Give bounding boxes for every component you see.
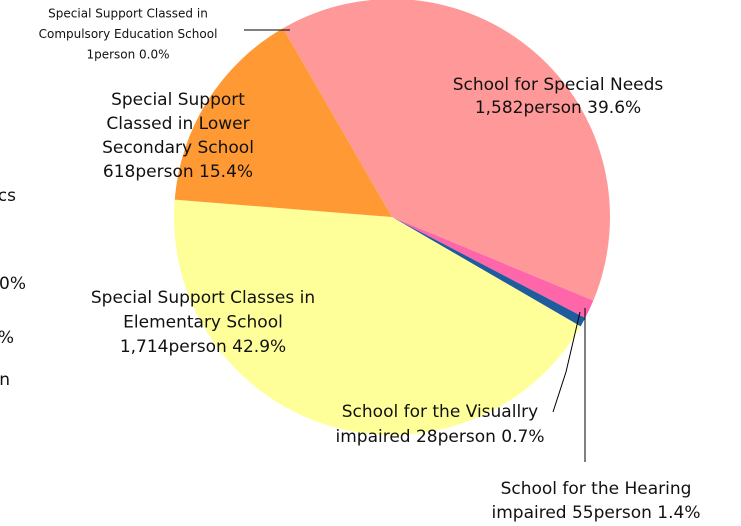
slice-label: Classed in Lower bbox=[106, 114, 249, 134]
pie-slice bbox=[283, 28, 392, 217]
pie-slice bbox=[392, 217, 594, 318]
slice-label: School for Special Needs bbox=[453, 75, 664, 95]
slice-label: School for the Hearing bbox=[501, 479, 692, 499]
slice-label: impaired 55person 1.4% bbox=[492, 503, 701, 523]
slice-label: Special Support bbox=[111, 90, 245, 110]
pie-slice bbox=[392, 217, 586, 327]
slice-label: Elementary School bbox=[123, 313, 283, 333]
leader-line bbox=[552, 311, 581, 413]
slice-label: Special Support Classes in bbox=[91, 288, 315, 308]
pie-slice bbox=[174, 28, 392, 217]
slice-label: 618person 15.4% bbox=[103, 162, 253, 182]
clipped-text: cs bbox=[0, 186, 16, 206]
clipped-text: % bbox=[0, 328, 14, 348]
slice-label: impaired 28person 0.7% bbox=[336, 427, 545, 447]
clipped-text: 0% bbox=[0, 274, 26, 294]
slice-label: 1,714person 42.9% bbox=[120, 337, 286, 357]
slice-label: Secondary School bbox=[102, 138, 254, 158]
slice-label: School for the Visuallry bbox=[342, 402, 538, 422]
pie-slice bbox=[174, 199, 581, 435]
clipped-text: n bbox=[0, 370, 10, 390]
slice-label: Special Support Classed in bbox=[48, 7, 208, 21]
pie-slice bbox=[283, 0, 610, 301]
slice-label: 1,582person 39.6% bbox=[475, 98, 641, 118]
slice-label: Compulsory Education School bbox=[39, 27, 218, 41]
slice-label: 1person 0.0% bbox=[86, 48, 169, 62]
